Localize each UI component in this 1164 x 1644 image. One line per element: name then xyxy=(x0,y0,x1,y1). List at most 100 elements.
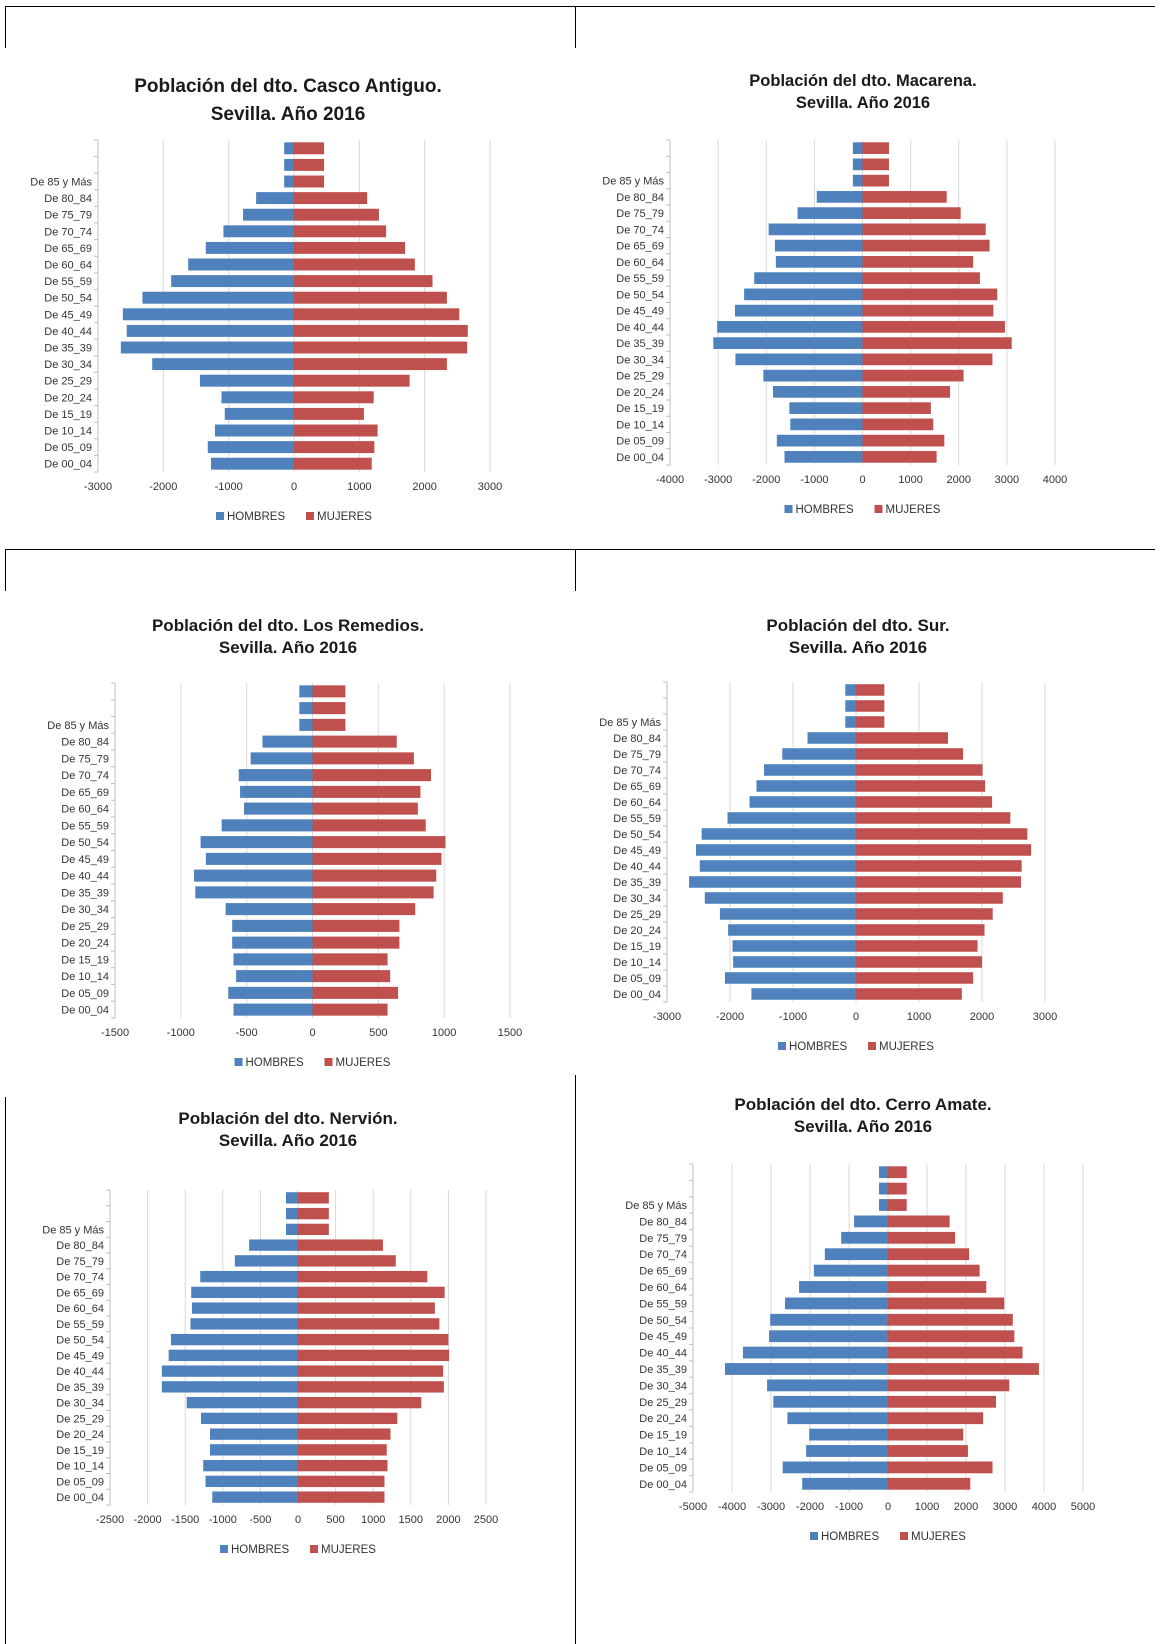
legend-mujeres-swatch xyxy=(324,1058,333,1066)
bar-mujeres xyxy=(298,1365,444,1377)
bar-hombres xyxy=(142,291,294,304)
legend-mujeres-label: MUJERES xyxy=(886,504,941,516)
bar-hombres xyxy=(742,1346,888,1359)
category-label: De 75_79 xyxy=(613,749,661,761)
legend-mujeres-label: MUJERES xyxy=(317,511,372,523)
x-tick-label: -3000 xyxy=(653,1011,681,1023)
x-tick-label: 2000 xyxy=(947,474,971,486)
category-label: De 25_29 xyxy=(56,1413,104,1425)
chart-title-line: Sevilla. Año 2016 xyxy=(211,104,366,125)
bar-hombres xyxy=(767,1379,888,1392)
x-tick-label: 1000 xyxy=(915,1501,939,1513)
bar-hombres xyxy=(728,924,856,936)
legend-hombres-label: HOMBRES xyxy=(246,1057,304,1069)
bar-hombres xyxy=(200,1270,298,1283)
bar-mujeres xyxy=(862,304,994,317)
category-label: De 10_14 xyxy=(613,957,661,969)
x-tick-label: -1000 xyxy=(167,1027,195,1039)
bar-hombres xyxy=(773,1395,888,1408)
bar-mujeres xyxy=(294,441,375,454)
bar-mujeres xyxy=(856,956,982,968)
bar-hombres xyxy=(782,1461,888,1474)
bar-hombres xyxy=(200,836,313,849)
category-label: De 45_49 xyxy=(56,1350,104,1362)
x-tick-label: 0 xyxy=(295,1514,301,1526)
bar-mujeres xyxy=(862,321,1005,333)
bar-mujeres xyxy=(294,358,447,371)
bar-mujeres xyxy=(862,207,961,219)
x-tick-label: 0 xyxy=(859,474,865,486)
chart-title-line: Sevilla. Año 2016 xyxy=(794,1117,932,1136)
chart-sur: Población del dto. Sur. Sevilla. Año 2016… xyxy=(585,600,1140,1090)
bar-mujeres xyxy=(856,892,1003,904)
bar-mujeres xyxy=(856,780,986,792)
x-tick-label: 3000 xyxy=(995,474,1019,486)
chart-nervion: Población del dto. Nervión. Sevilla. Año … xyxy=(10,1090,565,1580)
category-label: De 75_79 xyxy=(639,1233,687,1245)
x-tick-label: -1500 xyxy=(101,1027,129,1039)
chart-cerro-amate: Población del dto. Cerro Amate. Sevilla. … xyxy=(585,1080,1140,1570)
bar-mujeres xyxy=(856,860,1022,872)
x-tick-label: 3000 xyxy=(478,481,502,493)
bar-hombres xyxy=(782,748,856,760)
category-label: De 20_24 xyxy=(61,938,109,950)
chart-title-line: Población del dto. Los Remedios. xyxy=(152,616,424,635)
category-label: De 05_09 xyxy=(616,436,664,448)
bar-mujeres xyxy=(856,732,948,744)
bar-mujeres xyxy=(888,1395,997,1408)
bar-hombres xyxy=(168,1349,298,1362)
category-label: De 75_79 xyxy=(44,210,92,222)
category-label: De 75_79 xyxy=(61,753,109,765)
category-label: De 80_84 xyxy=(639,1216,687,1228)
bar-mujeres xyxy=(298,1381,444,1393)
category-label: De 55_59 xyxy=(56,1319,104,1331)
frame-line xyxy=(5,549,6,591)
bar-hombres xyxy=(845,700,856,712)
x-tick-label: -5000 xyxy=(679,1501,707,1513)
bar-mujeres xyxy=(312,852,442,865)
bar-mujeres xyxy=(888,1231,956,1244)
bar-hombres xyxy=(785,1297,888,1310)
bar-hombres xyxy=(249,1239,298,1251)
bar-mujeres xyxy=(298,1428,391,1440)
bar-hombres xyxy=(161,1381,298,1393)
bar-hombres xyxy=(210,1428,298,1440)
x-tick-label: 3000 xyxy=(993,1501,1017,1513)
category-label: De 40_44 xyxy=(44,326,92,338)
bar-hombres xyxy=(228,986,313,999)
category-label: De 80_84 xyxy=(616,192,664,204)
category-label: De 25_29 xyxy=(61,921,109,933)
x-tick-label: 1000 xyxy=(347,481,371,493)
bar-hombres xyxy=(699,860,856,872)
bar-hombres xyxy=(299,702,313,715)
bar-mujeres xyxy=(294,158,325,171)
category-label: De 65_69 xyxy=(639,1266,687,1278)
bar-mujeres xyxy=(888,1248,970,1261)
bar-hombres xyxy=(225,903,313,916)
bar-mujeres xyxy=(862,256,974,268)
category-label: De 60_64 xyxy=(56,1303,104,1315)
bar-hombres xyxy=(171,275,294,288)
bar-hombres xyxy=(735,353,863,366)
bar-mujeres xyxy=(298,1475,385,1488)
x-tick-label: 0 xyxy=(885,1501,891,1513)
legend-mujeres-label: MUJERES xyxy=(879,1041,934,1053)
bar-mujeres xyxy=(298,1239,383,1251)
bar-mujeres xyxy=(856,700,885,712)
bar-hombres xyxy=(774,239,863,252)
category-label: De 30_34 xyxy=(44,359,92,371)
bar-mujeres xyxy=(312,936,400,949)
category-label: De 60_64 xyxy=(639,1282,687,1294)
legend-hombres-swatch xyxy=(784,505,793,513)
category-label: De 65_69 xyxy=(44,243,92,255)
bar-mujeres xyxy=(294,225,387,238)
bar-hombres xyxy=(695,844,856,856)
bar-mujeres xyxy=(862,174,889,187)
bar-hombres xyxy=(240,785,313,798)
category-label: De 55_59 xyxy=(613,813,661,825)
bar-hombres xyxy=(224,407,294,420)
bar-hombres xyxy=(284,142,294,155)
bar-hombres xyxy=(768,223,863,236)
bar-mujeres xyxy=(298,1207,329,1220)
bar-hombres xyxy=(221,391,294,404)
